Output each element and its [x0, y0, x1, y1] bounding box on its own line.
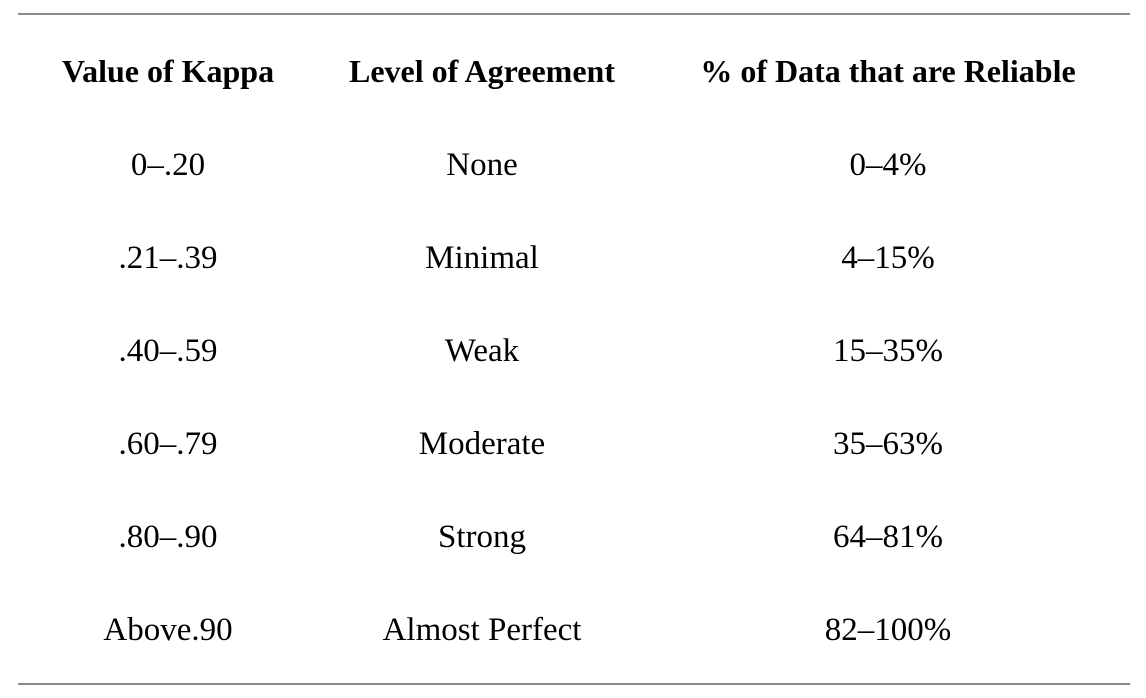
- table-row: .40–.59 Weak 15–35%: [18, 305, 1130, 398]
- agreement-level-cell: Minimal: [425, 240, 539, 276]
- agreement-level-cell: None: [446, 147, 518, 183]
- agreement-level-cell: Moderate: [418, 426, 546, 462]
- table-row: .60–.79 Moderate 35–63%: [18, 398, 1130, 491]
- reliable-percent-cell: 15–35%: [833, 333, 943, 369]
- agreement-level-cell: Strong: [437, 519, 526, 555]
- agreement-level-cell: Weak: [444, 333, 520, 369]
- table-row: .80–.90 Strong 64–81%: [18, 491, 1130, 584]
- reliable-percent-cell: 64–81%: [833, 519, 943, 555]
- kappa-value-cell: Above.90: [103, 612, 233, 648]
- reliable-percent-cell: 35–63%: [833, 426, 943, 462]
- kappa-value-cell: .80–.90: [118, 519, 218, 555]
- kappa-value-cell: .60–.79: [118, 426, 218, 462]
- kappa-value-cell: 0–.20: [130, 147, 206, 183]
- header-percent-reliable: % of Data that are Reliable: [700, 53, 1076, 89]
- header-level-of-agreement: Level of Agreement: [349, 53, 615, 89]
- table-row: 0–.20 None 0–4%: [18, 119, 1130, 212]
- reliable-percent-cell: 82–100%: [824, 612, 952, 648]
- reliable-percent-cell: 4–15%: [841, 240, 935, 276]
- bottom-rule: [18, 683, 1130, 685]
- kappa-value-cell: .21–.39: [118, 240, 218, 276]
- kappa-agreement-table: Value of Kappa Level of Agreement % of D…: [18, 24, 1130, 677]
- top-rule: [18, 13, 1130, 15]
- table-row: .21–.39 Minimal 4–15%: [18, 212, 1130, 305]
- reliable-percent-cell: 0–4%: [849, 147, 927, 183]
- table-row: Above.90 Almost Perfect 82–100%: [18, 584, 1130, 677]
- agreement-level-cell: Almost Perfect: [382, 612, 582, 648]
- header-value-of-kappa: Value of Kappa: [61, 53, 275, 89]
- header-row: Value of Kappa Level of Agreement % of D…: [18, 24, 1130, 119]
- kappa-value-cell: .40–.59: [118, 333, 218, 369]
